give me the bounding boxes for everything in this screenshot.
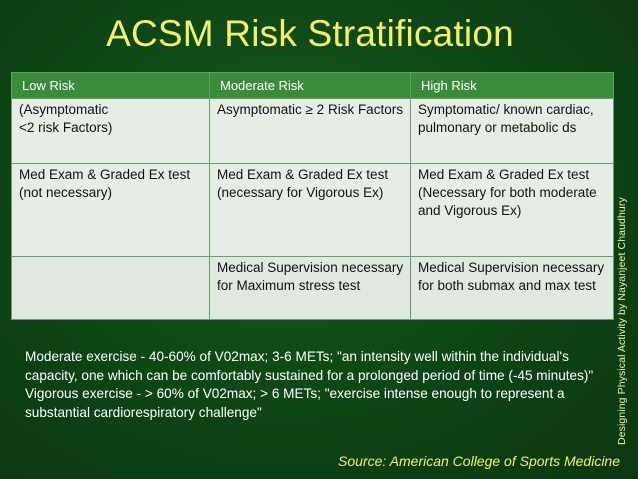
header-low-risk: Low Risk: [11, 72, 210, 99]
table-row: Medical Supervision necessary for Maximu…: [11, 256, 614, 320]
table-cell: Asymptomatic ≥ 2 Risk Factors: [209, 98, 411, 164]
table-cell: Medical Supervision necessary for both s…: [410, 256, 614, 320]
table-cell: Medical Supervision necessary for Maximu…: [209, 256, 411, 320]
table-row: (Asymptomatic <2 risk Factors) Asymptoma…: [11, 98, 614, 164]
moderate-exercise-note: Moderate exercise - 40-60% of V02max; 3-…: [25, 349, 594, 383]
table-header-row: Low Risk Moderate Risk High Risk: [11, 72, 614, 99]
table-cell: Med Exam & Graded Ex test (Necessary for…: [410, 163, 614, 257]
slide-title: ACSM Risk Stratification: [106, 13, 514, 54]
header-high-risk: High Risk: [410, 72, 614, 99]
source-citation: Source: American College of Sports Medic…: [338, 453, 620, 469]
table-cell: Symptomatic/ known cardiac, pulmonary or…: [410, 98, 614, 164]
table-row: Med Exam & Graded Ex test (not necessary…: [11, 163, 614, 257]
table-cell: Med Exam & Graded Ex test (not necessary…: [11, 163, 210, 257]
vigorous-exercise-note: Vigorous exercise - > 60% of V02max; > 6…: [25, 386, 565, 420]
exercise-notes: Moderate exercise - 40-60% of V02max; 3-…: [25, 348, 600, 422]
table-cell-empty: [11, 256, 210, 320]
table-cell: Med Exam & Graded Ex test (necessary for…: [209, 163, 411, 257]
side-credit: Designing Physical Activity by Nayanjeet…: [616, 197, 628, 445]
risk-table: Low Risk Moderate Risk High Risk (Asympt…: [11, 72, 614, 320]
table-cell: (Asymptomatic <2 risk Factors): [11, 98, 210, 164]
header-moderate-risk: Moderate Risk: [209, 72, 411, 99]
